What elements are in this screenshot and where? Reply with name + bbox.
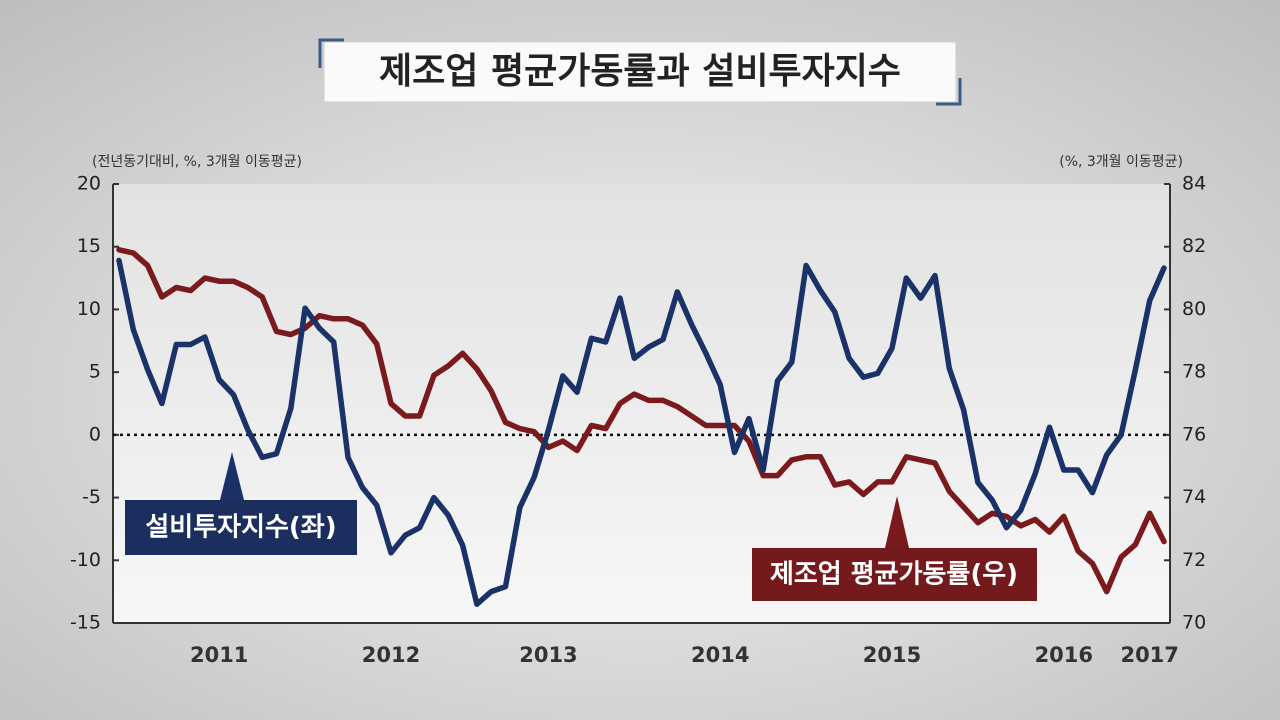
title-corner [318, 38, 344, 68]
x-tick-label: 2013 [519, 643, 577, 667]
title-box: 제조업 평균가동률과 설비투자지수 [318, 38, 962, 106]
y-tick-label: 15 [77, 235, 101, 257]
legend-box [752, 548, 1037, 601]
series-line [116, 247, 1167, 595]
legend-red: 제조업 평균가동률(우) [752, 496, 1037, 601]
series-line [116, 257, 1167, 607]
legend-pointer [885, 496, 909, 548]
y2-tick-label: 82 [1182, 235, 1206, 257]
legend-blue: 설비투자지수(좌) [125, 452, 357, 555]
legend-box [125, 500, 357, 555]
y-tick-label: -10 [70, 549, 101, 571]
y2-tick-label: 70 [1182, 612, 1206, 634]
y2-tick-label: 84 [1182, 173, 1206, 195]
y-tick-label: 10 [77, 298, 101, 320]
legend-label: 제조업 평균가동률(우) [770, 560, 1018, 590]
x-tick-label: 2016 [1035, 643, 1093, 667]
title-background [323, 41, 957, 103]
y2-tick-label: 72 [1182, 549, 1206, 571]
y-tick-label: -5 [82, 486, 101, 508]
chart-title: 제조업 평균가동률과 설비투자지수 [379, 51, 901, 92]
legend-label: 설비투자지수(좌) [145, 513, 336, 543]
x-tick-label: 2011 [190, 643, 248, 667]
x-tick-label: 2012 [362, 643, 420, 667]
y2-tick-label: 76 [1182, 423, 1206, 445]
y2-tick-label: 78 [1182, 361, 1206, 383]
y2-tick-label: 80 [1182, 298, 1206, 320]
marks [113, 247, 1170, 607]
y-tick-label: 20 [77, 173, 101, 195]
title-corner [936, 78, 962, 106]
y2-tick-label: 74 [1182, 486, 1206, 508]
y2-axis-label: (%, 3개월 이동평균) [1059, 154, 1183, 170]
y-axis-label: (전년동기대비, %, 3개월 이동평균) [92, 154, 302, 170]
y-tick-label: 5 [89, 361, 101, 383]
x-tick-label: 2015 [863, 643, 921, 667]
x-tick-label: 2014 [691, 643, 749, 667]
x-tick-label: 2017 [1120, 643, 1178, 667]
legend-pointer [220, 452, 244, 500]
axes: -15 -10 -5 0 5 10 15 20 70 72 74 76 78 80 82 84 2011 2012… [70, 173, 1206, 668]
y-tick-label: 0 [89, 423, 101, 445]
y-tick-label: -15 [70, 612, 101, 634]
